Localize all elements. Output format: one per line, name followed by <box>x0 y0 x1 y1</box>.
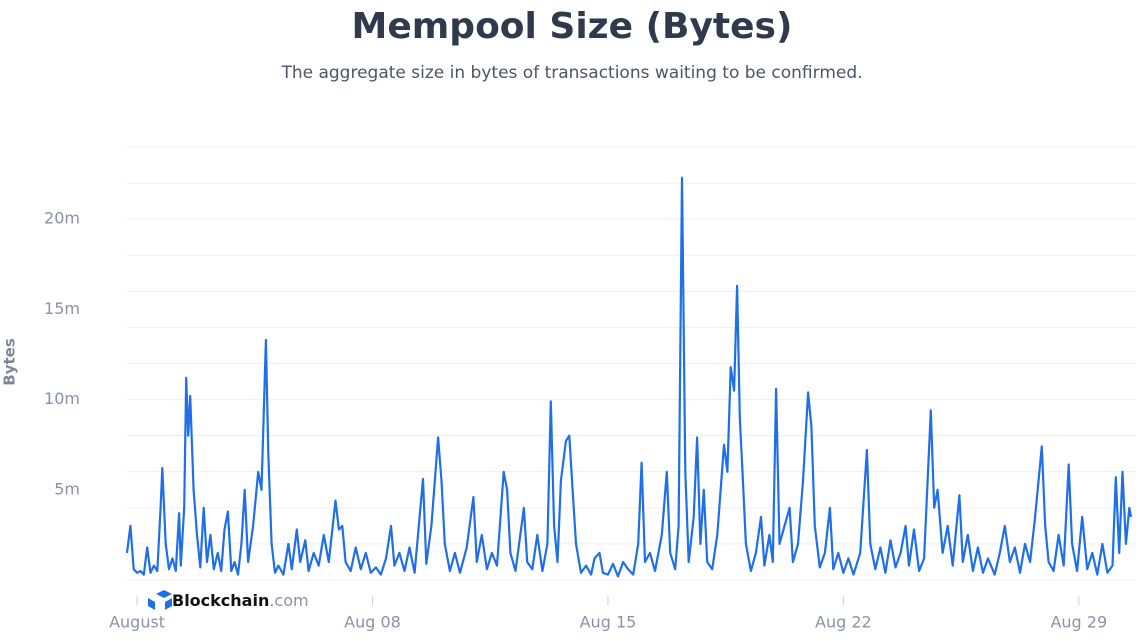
y-axis-label: Bytes <box>1 338 19 386</box>
x-tick-label: Aug 08 <box>344 613 401 632</box>
x-tick-label: Aug 22 <box>815 613 872 632</box>
y-tick-label: 10m <box>44 389 80 408</box>
series-line <box>125 176 1133 578</box>
watermark-logo <box>148 590 172 610</box>
watermark-suffix: .com <box>269 591 308 610</box>
plot-background <box>127 146 1136 581</box>
chart-title: Mempool Size (Bytes) <box>352 6 793 47</box>
y-tick-label: 20m <box>44 209 80 228</box>
x-tick-label: August <box>109 613 165 632</box>
y-tick-label: 15m <box>44 299 80 318</box>
x-tick-label: Aug 29 <box>1050 613 1107 632</box>
watermark-text: Blockchain.com <box>172 591 309 610</box>
watermark: Blockchain.com <box>148 590 309 610</box>
x-tick-label: Aug 15 <box>580 613 637 632</box>
watermark-name: Blockchain <box>172 591 269 610</box>
chart-subtitle: The aggregate size in bytes of transacti… <box>280 63 862 83</box>
y-tick-label: 5m <box>54 479 80 498</box>
